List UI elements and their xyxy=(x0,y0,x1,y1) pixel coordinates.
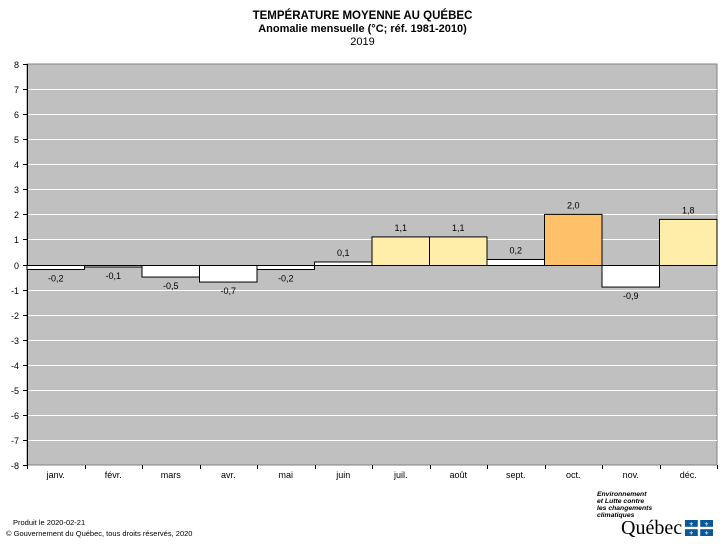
quebec-flag-icon: ⚜ ⚜ ⚜ ⚜ xyxy=(685,520,713,536)
data-label: 2,0 xyxy=(567,200,580,210)
government-logo: Environnement et Lutte contre les change… xyxy=(597,491,719,539)
svg-text:⚜: ⚜ xyxy=(689,530,694,536)
x-tick-label: janv. xyxy=(46,470,65,480)
data-label: 1,1 xyxy=(452,223,465,233)
y-tick-label: -6 xyxy=(11,411,19,421)
svg-text:⚜: ⚜ xyxy=(704,521,709,528)
x-tick-label: mars xyxy=(161,470,181,480)
y-tick-label: -3 xyxy=(11,336,19,346)
x-tick-label: mai xyxy=(278,470,293,480)
y-tick-label: 1 xyxy=(14,235,19,245)
svg-text:⚜: ⚜ xyxy=(704,530,709,536)
y-tick-label: 3 xyxy=(14,185,19,195)
x-tick-label: oct. xyxy=(566,470,581,480)
y-tick-label: -2 xyxy=(11,311,19,321)
chart-title: TEMPÉRATURE MOYENNE AU QUÉBEC xyxy=(252,10,473,22)
x-tick-label: sept. xyxy=(506,470,526,480)
bar xyxy=(141,265,200,278)
y-tick-label: 2 xyxy=(14,210,19,220)
ministry-name: Environnement et Lutte contre les change… xyxy=(597,491,719,519)
svg-text:⚜: ⚜ xyxy=(689,521,694,528)
data-label: -0,2 xyxy=(48,274,64,284)
data-label: -0,1 xyxy=(105,271,121,281)
chart-subtitle: Anomalie mensuelle (°C; réf. 1981-2010) xyxy=(258,23,467,35)
chart-title-block: TEMPÉRATURE MOYENNE AU QUÉBEC Anomalie m… xyxy=(0,10,725,49)
bar xyxy=(256,265,315,271)
x-tick-label: déc. xyxy=(680,470,697,480)
x-tick-label: juin xyxy=(335,470,350,480)
y-tick-label: 0 xyxy=(14,261,19,271)
quebec-wordmark: Québec xyxy=(621,517,683,539)
bar xyxy=(26,265,85,271)
ministry-name-line: climatiques xyxy=(597,512,635,519)
chart-year: 2019 xyxy=(350,36,375,48)
y-tick-label: 6 xyxy=(14,110,19,120)
data-label: -0,7 xyxy=(220,286,236,296)
copyright-text: © Gouvernement du Québec, tous droits ré… xyxy=(6,529,193,538)
bar xyxy=(659,218,718,266)
x-tick-label: févr. xyxy=(105,470,122,480)
data-label: -0,5 xyxy=(163,281,179,291)
y-tick-label: 4 xyxy=(14,160,19,170)
data-label: 1,8 xyxy=(682,205,695,215)
y-tick-label: 5 xyxy=(14,135,19,145)
y-tick-label: -5 xyxy=(11,386,19,396)
bar xyxy=(544,213,603,266)
y-tick-label: 8 xyxy=(14,60,19,70)
y-tick-label: -1 xyxy=(11,286,19,296)
y-tick-label: 7 xyxy=(14,85,19,95)
data-label: 0,2 xyxy=(509,245,522,255)
bar xyxy=(429,236,488,266)
bar xyxy=(314,261,373,266)
x-tick-label: nov. xyxy=(623,470,639,480)
data-label: -0,9 xyxy=(623,291,639,301)
bar xyxy=(601,265,660,288)
data-label: -0,2 xyxy=(278,274,294,284)
production-date: Produit le 2020-02-21 xyxy=(13,518,86,527)
x-tick-label: août xyxy=(449,470,467,480)
ministry-name-line: Environnement xyxy=(597,491,647,498)
x-tick-label: juil. xyxy=(393,470,408,480)
x-tick-label: avr. xyxy=(221,470,236,480)
bar xyxy=(371,236,430,266)
y-tick-label: -4 xyxy=(11,361,19,371)
y-tick-label: -8 xyxy=(11,461,19,471)
footer: Produit le 2020-02-21 © Gouvernement du … xyxy=(6,517,192,539)
bar xyxy=(199,265,258,283)
bar xyxy=(486,258,545,266)
data-label: 1,1 xyxy=(394,223,407,233)
ministry-name-line: les changements xyxy=(597,505,653,512)
data-label: 0,1 xyxy=(337,248,350,258)
ministry-name-line: et Lutte contre xyxy=(597,498,645,505)
bar-chart: -8 -7 -6 -5 -4 -3 -2 -1 0 1 2 3 4 5 6 7 8 -0,2 -0,1 -0,5 -0,… xyxy=(11,60,718,480)
y-tick-label: -7 xyxy=(11,436,19,446)
